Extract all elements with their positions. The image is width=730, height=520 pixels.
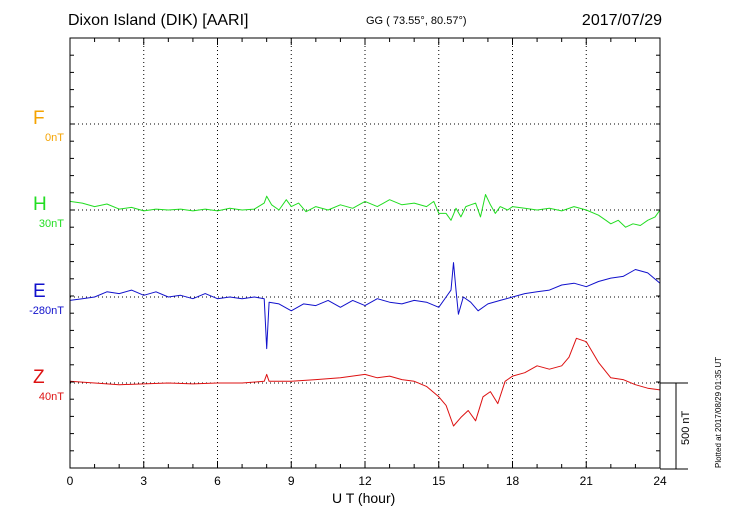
station-title: Dixon Island (DIK) [AARI] bbox=[68, 12, 249, 29]
plotted-timestamp: Plotted at 2017/08/29 01:35 UT bbox=[714, 356, 723, 468]
x-tick-label: 15 bbox=[432, 474, 446, 488]
x-tick-label: 0 bbox=[67, 474, 74, 488]
x-tick-label: 24 bbox=[653, 474, 667, 488]
x-tick-label: 21 bbox=[580, 474, 594, 488]
x-tick-label: 12 bbox=[358, 474, 372, 488]
component-f-label: F bbox=[33, 108, 45, 129]
component-e-label: E bbox=[33, 281, 46, 302]
component-h-label: H bbox=[33, 194, 47, 215]
component-f-baseline: 0nT bbox=[45, 132, 64, 144]
trace-h bbox=[69, 194, 661, 228]
x-tick-label: 18 bbox=[506, 474, 520, 488]
scale-bar-label: 500 nT bbox=[680, 410, 692, 445]
component-e-baseline: -280nT bbox=[29, 305, 64, 317]
x-axis-label: U T (hour) bbox=[332, 490, 396, 506]
component-z-baseline: 40nT bbox=[38, 391, 64, 403]
trace-z bbox=[69, 337, 661, 427]
component-z-label: Z bbox=[33, 367, 45, 388]
trace-e bbox=[69, 262, 661, 350]
date-label: 2017/07/29 bbox=[581, 12, 662, 29]
x-tick-label: 6 bbox=[214, 474, 221, 488]
x-tick-label: 9 bbox=[288, 474, 295, 488]
component-h-baseline: 30nT bbox=[38, 218, 64, 230]
x-tick-label: 3 bbox=[140, 474, 147, 488]
geographic-coordinates: GG ( 73.55°, 80.57°) bbox=[366, 15, 467, 27]
